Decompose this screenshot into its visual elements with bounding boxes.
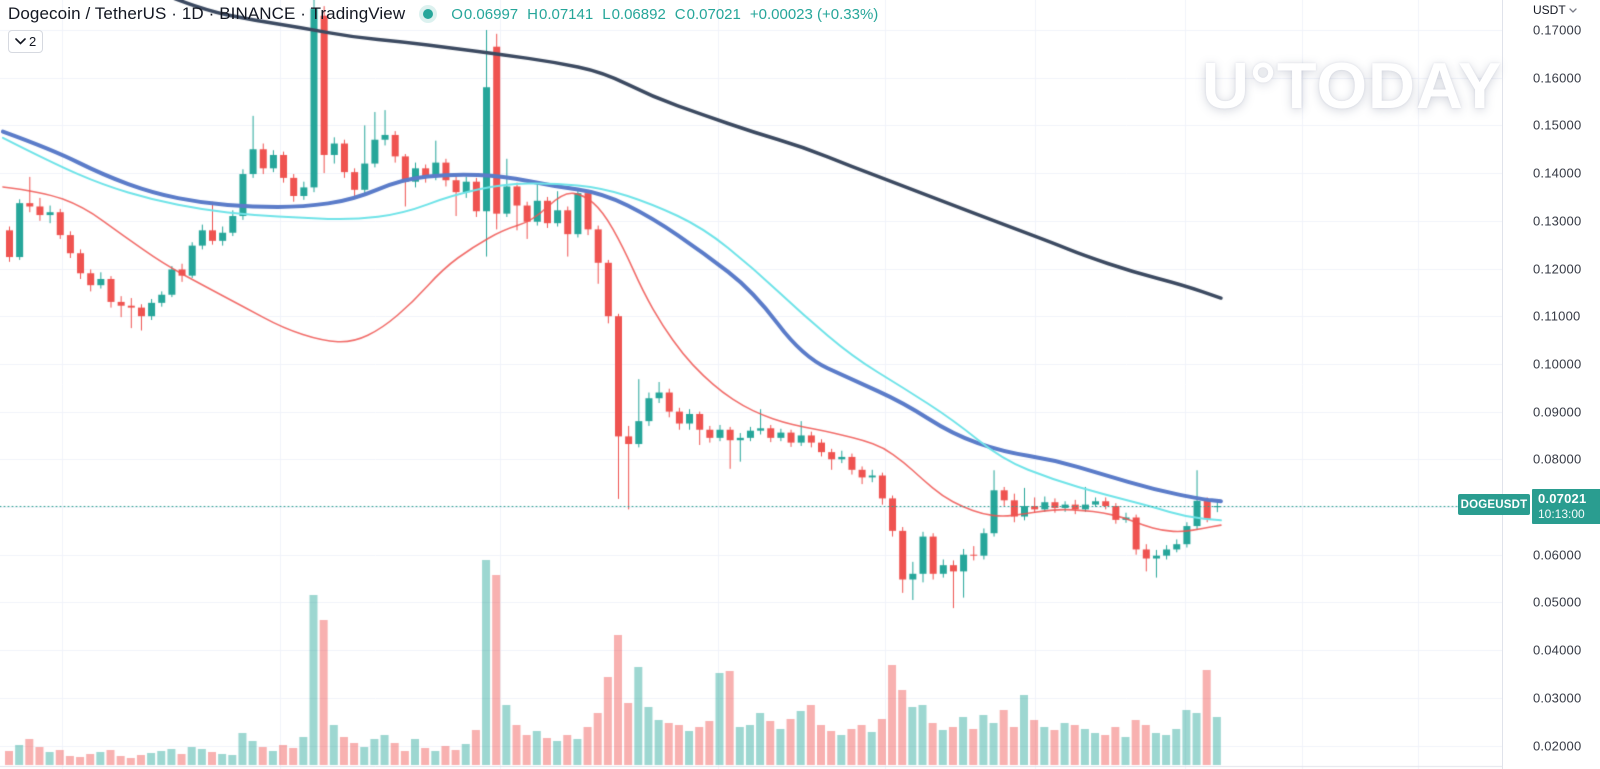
axis-tick: 0.17000 (1533, 22, 1582, 38)
axis-tick: 0.12000 (1533, 261, 1582, 276)
ohlc-readout: O 0.06997 H 0.07141 L 0.06892 C 0.07021 +0.0… (451, 6, 878, 23)
symbol-title[interactable]: Dogecoin / TetherUS · 1D · BINANCE · Tra… (8, 4, 406, 23)
axis-tick: 0.10000 (1533, 356, 1582, 372)
last-price-value: 0.07021 (1538, 491, 1587, 506)
indicator-count: 2 (29, 34, 37, 49)
axis-tick: 0.16000 (1533, 70, 1582, 86)
price-axis[interactable]: USDT 0.17000 0.16000 0.15000 0.14000 0.13000… (1502, 0, 1600, 769)
close-label: C (674, 5, 686, 23)
bar-countdown: 10:13:00 (1538, 507, 1585, 521)
legend-collapse-button[interactable]: 2 (8, 30, 44, 53)
close-value: 0.07021 (686, 5, 741, 23)
change-value: +0.00023 (+0.33%) (749, 5, 879, 23)
open-value: 0.06997 (463, 5, 519, 23)
chevron-down-icon (1569, 7, 1577, 13)
axis-currency-label: USDT (1533, 3, 1566, 17)
open-label: O (451, 5, 463, 23)
price-chart-canvas[interactable] (0, 0, 1502, 769)
axis-tick: 0.15000 (1533, 117, 1582, 133)
axis-tick: 0.02000 (1533, 738, 1582, 753)
axis-tick: 0.09000 (1533, 404, 1582, 420)
axis-tick: 0.04000 (1533, 642, 1582, 658)
low-label: L (602, 5, 611, 23)
last-price-axis-label: 0.07021 10:13:00 (1532, 489, 1600, 524)
axis-tick: 0.08000 (1533, 451, 1582, 467)
high-label: H (527, 5, 538, 23)
axis-tick: 0.11000 (1533, 308, 1581, 324)
axis-currency-button[interactable]: USDT (1533, 3, 1577, 17)
high-value: 0.07141 (538, 5, 594, 23)
axis-tick: 0.05000 (1533, 594, 1582, 610)
chart-legend-header: Dogecoin / TetherUS · 1D · BINANCE · Tra… (8, 4, 878, 24)
last-price-symbol-tag: DOGEUSDT (1458, 494, 1530, 515)
axis-tick: 0.03000 (1533, 690, 1582, 706)
chevron-down-icon (15, 38, 26, 45)
market-status-icon[interactable] (423, 9, 434, 19)
axis-tick: 0.06000 (1533, 547, 1582, 563)
low-value: 0.06892 (611, 5, 666, 23)
axis-tick: 0.14000 (1533, 165, 1582, 181)
axis-tick: 0.13000 (1533, 213, 1582, 229)
